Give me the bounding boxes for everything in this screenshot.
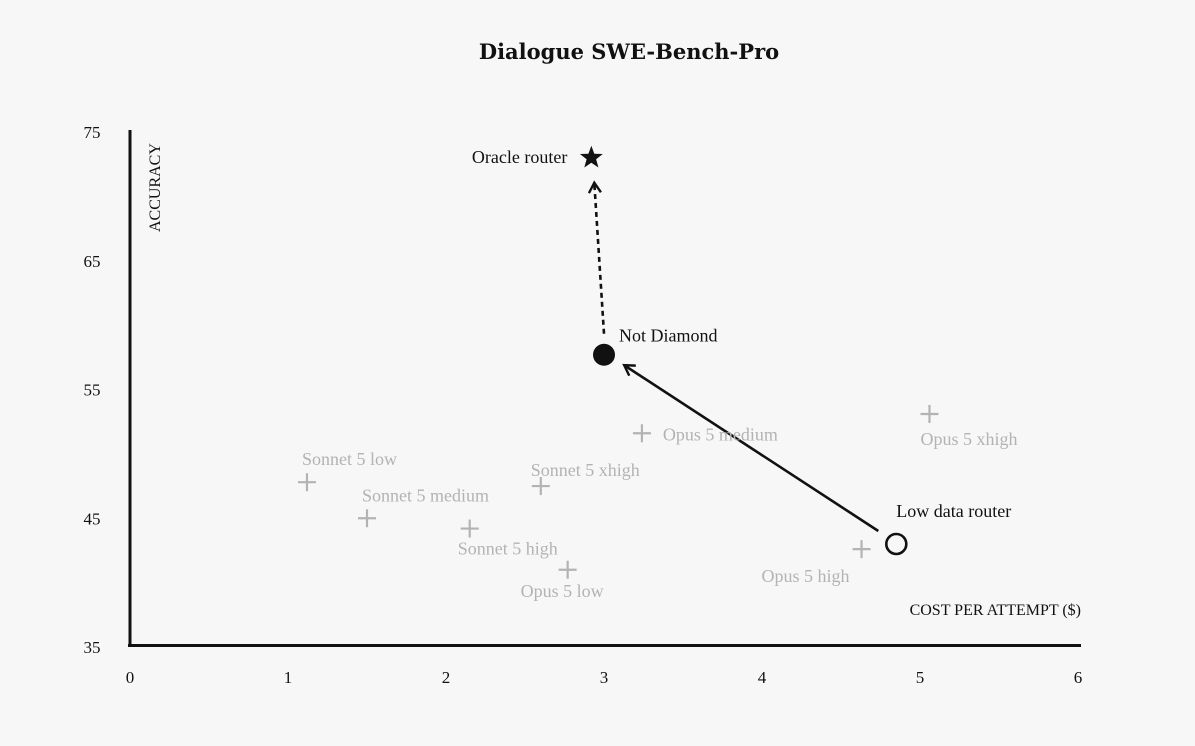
router-points: Low data router Not Diamond Oracle router: [472, 145, 1011, 556]
model-label-opus-5-low: Opus 5 low: [521, 581, 604, 601]
y-tick-label: 45: [84, 509, 101, 528]
model-point-opus-5-xhigh: Opus 5 xhigh: [920, 404, 1017, 449]
x-axis-label: COST PER ATTEMPT ($): [910, 602, 1081, 619]
model-label-sonnet-5-low: Sonnet 5 low: [302, 449, 397, 469]
y-tick-label: 55: [84, 381, 101, 400]
x-tick-label: 0: [126, 668, 135, 687]
model-label-sonnet-5-xhigh: Sonnet 5 xhigh: [531, 460, 640, 480]
model-point-opus-5-low: Opus 5 low: [521, 560, 604, 601]
chart-title: Dialogue SWE-Bench-Pro: [479, 39, 779, 64]
model-point-sonnet-5-xhigh: Sonnet 5 xhigh: [531, 460, 640, 496]
y-tick-label: 35: [84, 638, 101, 657]
arrows: [594, 184, 880, 533]
model-point-sonnet-5-low: Sonnet 5 low: [297, 449, 397, 492]
arrow-not-diamond-to-oracle: [594, 184, 606, 334]
model-label-opus-5-medium: Opus 5 medium: [663, 424, 778, 444]
x-tick-label: 2: [442, 668, 451, 687]
x-tick-label: 4: [758, 668, 767, 687]
x-tick-label: 3: [600, 668, 609, 687]
y-ticks: 35 45 55 65 75: [84, 123, 101, 657]
router-label-not-diamond: Not Diamond: [619, 326, 718, 346]
x-tick-label: 6: [1074, 668, 1083, 687]
router-label-low-data-router: Low data router: [896, 501, 1011, 521]
model-label-sonnet-5-medium: Sonnet 5 medium: [362, 485, 489, 505]
arrow-low-to-not-diamond: [625, 366, 880, 533]
filled-circle-marker: [593, 343, 615, 366]
router-point-oracle-router: Oracle router: [472, 145, 603, 168]
x-tick-label: 5: [916, 668, 925, 687]
open-circle-marker: [884, 532, 908, 556]
model-point-opus-5-medium: Opus 5 medium: [632, 424, 778, 444]
y-tick-label: 75: [84, 123, 101, 142]
router-point-not-diamond: Not Diamond: [593, 326, 718, 366]
model-point-sonnet-5-high: Sonnet 5 high: [458, 519, 558, 559]
x-ticks: 0 1 2 3 4 5 6: [126, 668, 1083, 687]
axes: [128, 130, 1081, 647]
model-label-sonnet-5-high: Sonnet 5 high: [458, 539, 558, 559]
y-axis-label: ACCURACY: [147, 143, 164, 232]
model-point-sonnet-5-medium: Sonnet 5 medium: [358, 485, 489, 528]
router-point-low-data-router: Low data router: [884, 501, 1011, 556]
y-tick-label: 65: [84, 252, 101, 271]
star-marker: [579, 145, 603, 168]
x-tick-label: 1: [284, 668, 293, 687]
router-label-oracle-router: Oracle router: [472, 147, 567, 167]
model-label-opus-5-xhigh: Opus 5 xhigh: [920, 429, 1017, 449]
model-points: Sonnet 5 low Sonnet 5 medium Sonnet 5 high…: [297, 404, 1017, 601]
model-label-opus-5-high: Opus 5 high: [762, 566, 850, 586]
model-point-opus-5-high: Opus 5 high: [762, 540, 871, 586]
